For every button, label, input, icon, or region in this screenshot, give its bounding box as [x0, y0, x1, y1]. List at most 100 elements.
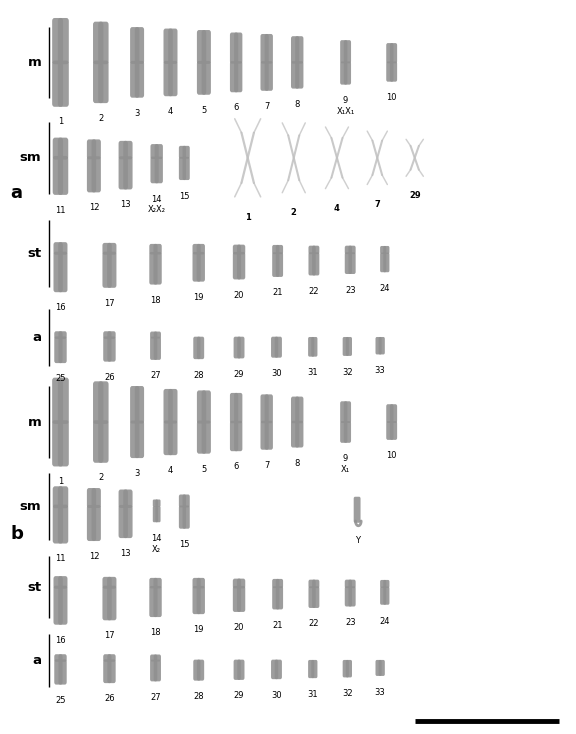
- FancyBboxPatch shape: [202, 61, 211, 95]
- FancyBboxPatch shape: [264, 421, 273, 450]
- Text: 9
X₁X₁: 9 X₁X₁: [336, 96, 355, 115]
- Text: 23: 23: [345, 618, 355, 627]
- Text: 19: 19: [194, 625, 204, 634]
- Text: 2: 2: [98, 473, 104, 482]
- FancyBboxPatch shape: [233, 586, 241, 612]
- Text: 4: 4: [168, 107, 173, 116]
- FancyBboxPatch shape: [275, 337, 282, 357]
- FancyBboxPatch shape: [276, 579, 283, 588]
- FancyBboxPatch shape: [58, 18, 69, 65]
- Text: 22: 22: [309, 287, 319, 296]
- FancyBboxPatch shape: [58, 336, 67, 363]
- FancyBboxPatch shape: [98, 420, 108, 463]
- FancyBboxPatch shape: [264, 61, 273, 91]
- FancyBboxPatch shape: [58, 586, 67, 625]
- FancyBboxPatch shape: [344, 421, 351, 443]
- FancyBboxPatch shape: [154, 337, 161, 360]
- Text: 11: 11: [55, 554, 66, 563]
- FancyBboxPatch shape: [87, 156, 96, 192]
- Text: 27: 27: [150, 693, 161, 702]
- FancyBboxPatch shape: [135, 386, 144, 424]
- FancyBboxPatch shape: [343, 337, 349, 356]
- FancyBboxPatch shape: [150, 655, 157, 661]
- FancyBboxPatch shape: [276, 245, 283, 254]
- FancyBboxPatch shape: [52, 378, 63, 424]
- FancyBboxPatch shape: [87, 139, 96, 159]
- FancyBboxPatch shape: [149, 252, 158, 285]
- FancyBboxPatch shape: [107, 336, 116, 362]
- FancyBboxPatch shape: [348, 580, 355, 588]
- FancyBboxPatch shape: [196, 578, 205, 589]
- FancyBboxPatch shape: [345, 246, 352, 254]
- Text: 32: 32: [342, 368, 353, 377]
- FancyBboxPatch shape: [234, 393, 242, 424]
- FancyBboxPatch shape: [119, 156, 128, 189]
- FancyBboxPatch shape: [196, 244, 205, 255]
- FancyBboxPatch shape: [312, 580, 319, 588]
- FancyBboxPatch shape: [312, 252, 319, 275]
- FancyBboxPatch shape: [52, 420, 63, 467]
- FancyBboxPatch shape: [264, 34, 273, 64]
- FancyBboxPatch shape: [150, 156, 159, 184]
- FancyBboxPatch shape: [54, 654, 63, 662]
- FancyBboxPatch shape: [197, 421, 206, 454]
- Text: 8: 8: [294, 459, 300, 468]
- FancyBboxPatch shape: [168, 29, 177, 64]
- Text: 17: 17: [104, 631, 115, 640]
- Text: 9
X₁: 9 X₁: [341, 454, 350, 473]
- FancyBboxPatch shape: [237, 586, 245, 612]
- FancyBboxPatch shape: [168, 389, 177, 424]
- Text: 21: 21: [272, 621, 283, 630]
- FancyBboxPatch shape: [183, 506, 190, 528]
- FancyBboxPatch shape: [194, 337, 200, 359]
- Text: 28: 28: [194, 371, 204, 379]
- FancyBboxPatch shape: [390, 421, 397, 440]
- FancyBboxPatch shape: [135, 27, 144, 64]
- FancyBboxPatch shape: [183, 495, 190, 507]
- FancyBboxPatch shape: [237, 252, 245, 280]
- FancyBboxPatch shape: [54, 586, 63, 625]
- FancyBboxPatch shape: [107, 659, 116, 683]
- FancyBboxPatch shape: [135, 61, 144, 98]
- FancyBboxPatch shape: [197, 337, 204, 359]
- FancyBboxPatch shape: [346, 660, 352, 677]
- FancyBboxPatch shape: [119, 141, 128, 159]
- FancyBboxPatch shape: [179, 146, 186, 159]
- FancyBboxPatch shape: [309, 252, 316, 275]
- Text: 32: 32: [342, 689, 353, 698]
- FancyBboxPatch shape: [295, 61, 304, 89]
- FancyBboxPatch shape: [348, 586, 355, 606]
- FancyBboxPatch shape: [130, 27, 139, 64]
- FancyBboxPatch shape: [276, 586, 283, 609]
- FancyBboxPatch shape: [92, 139, 101, 159]
- FancyBboxPatch shape: [197, 660, 204, 680]
- FancyBboxPatch shape: [107, 577, 116, 589]
- FancyBboxPatch shape: [58, 138, 68, 160]
- Text: 15: 15: [179, 192, 190, 200]
- FancyBboxPatch shape: [58, 654, 67, 662]
- Text: 18: 18: [150, 628, 161, 637]
- FancyBboxPatch shape: [52, 18, 63, 65]
- FancyBboxPatch shape: [154, 332, 161, 338]
- FancyBboxPatch shape: [103, 336, 112, 362]
- Text: b: b: [10, 525, 23, 543]
- FancyBboxPatch shape: [234, 32, 242, 64]
- FancyBboxPatch shape: [376, 337, 382, 355]
- FancyBboxPatch shape: [340, 40, 347, 63]
- FancyBboxPatch shape: [150, 337, 157, 360]
- FancyBboxPatch shape: [311, 660, 317, 678]
- FancyBboxPatch shape: [345, 586, 352, 606]
- FancyBboxPatch shape: [149, 578, 158, 589]
- FancyBboxPatch shape: [183, 157, 190, 180]
- FancyBboxPatch shape: [154, 655, 161, 661]
- Text: 7: 7: [264, 102, 270, 111]
- FancyBboxPatch shape: [54, 659, 63, 685]
- FancyBboxPatch shape: [150, 660, 157, 681]
- Text: 25: 25: [55, 374, 66, 383]
- FancyBboxPatch shape: [308, 337, 314, 357]
- FancyBboxPatch shape: [348, 246, 355, 254]
- FancyBboxPatch shape: [52, 138, 63, 160]
- FancyBboxPatch shape: [98, 22, 108, 65]
- FancyBboxPatch shape: [54, 331, 63, 339]
- FancyBboxPatch shape: [194, 660, 200, 680]
